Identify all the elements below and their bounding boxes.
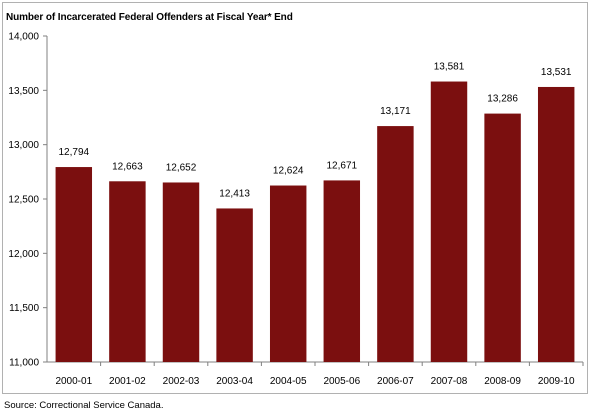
x-tick-label: 2002-03 <box>163 376 200 387</box>
x-tick-label: 2001-02 <box>109 376 146 387</box>
bar <box>430 81 468 362</box>
x-tick-label: 2003-04 <box>216 376 253 387</box>
chart-title: Number of Incarcerated Federal Offenders… <box>6 12 293 23</box>
bar <box>55 167 93 362</box>
bar <box>377 126 414 363</box>
data-label: 12,652 <box>166 162 197 173</box>
bar <box>323 180 361 362</box>
data-label: 12,794 <box>59 147 90 158</box>
x-tick-label: 2005-06 <box>323 376 360 387</box>
y-tick-label: 11,000 <box>9 358 39 369</box>
y-tick-label: 12,500 <box>8 195 39 206</box>
y-tick-label: 13,000 <box>8 140 39 151</box>
data-label: 12,624 <box>273 166 304 177</box>
y-tick-label: 13,500 <box>8 86 39 97</box>
data-label: 13,581 <box>434 62 465 73</box>
bar <box>537 86 575 363</box>
bar <box>109 181 146 362</box>
bar <box>484 113 521 362</box>
y-tick-label: 11,500 <box>9 303 39 314</box>
bar <box>216 208 253 362</box>
bar <box>162 182 200 362</box>
x-tick-label: 2000-01 <box>55 376 92 387</box>
data-label: 12,671 <box>327 160 358 171</box>
bar <box>269 185 307 362</box>
data-label: 13,531 <box>541 67 572 78</box>
x-tick-label: 2006-07 <box>377 376 414 387</box>
data-label: 13,171 <box>380 106 411 117</box>
x-tick-label: 2004-05 <box>270 376 307 387</box>
x-tick-label: 2007-08 <box>431 376 468 387</box>
data-label: 12,413 <box>219 188 250 199</box>
x-tick-label: 2009-10 <box>538 376 575 387</box>
y-tick-label: 14,000 <box>8 32 39 43</box>
x-tick-label: 2008-09 <box>484 376 521 387</box>
source-note: Source: Correctional Service Canada. <box>4 400 164 411</box>
y-tick-label: 12,000 <box>8 249 39 260</box>
data-label: 12,663 <box>112 161 143 172</box>
data-label: 13,286 <box>487 94 518 105</box>
